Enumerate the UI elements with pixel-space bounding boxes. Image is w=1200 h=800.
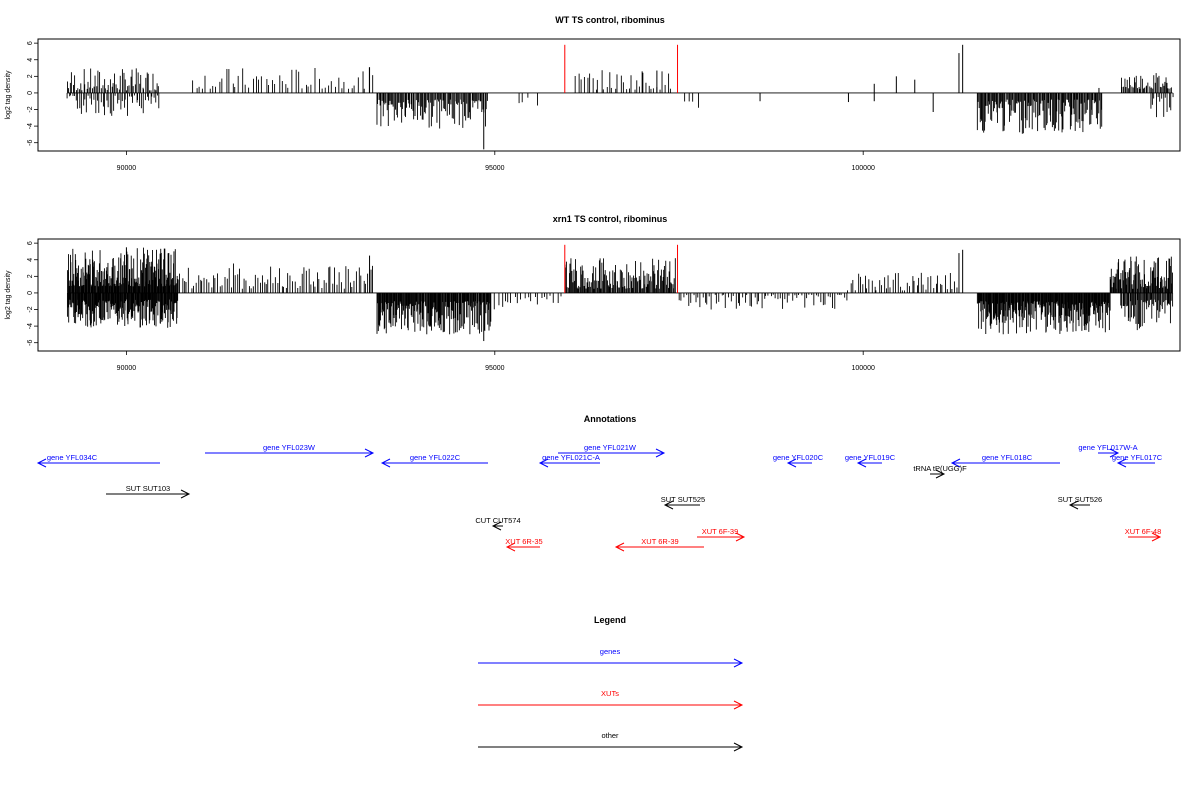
y-tick-label: 2 [27,74,34,78]
panel-xrn1-bars [66,244,1174,342]
feature-arrow: gene YFL034C [36,453,160,468]
feature-arrow: SUT SUT103 [106,484,191,499]
y-tick-label: 6 [27,41,34,45]
feature-arrow: gene YFL021C-A [538,453,600,468]
feature-arrow: SUT SUT525 [661,495,705,510]
x-tick-label: 90000 [117,365,137,372]
feature-arrow: gene YFL018C [950,453,1060,468]
panel-xrn1-title: xrn1 TS control, ribominus [553,214,668,224]
y-tick-label: -2 [27,106,34,112]
y-tick-label: 0 [27,291,34,295]
feature-label: SUT SUT525 [661,495,705,504]
feature-label: SUT SUT103 [126,484,170,493]
legend-label: genes [600,647,621,656]
annotation-tracks: gene YFL034C gene YFL023W gene YFL022C gene… [36,443,1163,552]
x-tick-label: 95000 [485,165,505,172]
feature-arrow: XUT 6R-35 [505,537,543,552]
panel-wt-axes: 6 4 2 0 -2 -4 -6 90000 95000 100000 [27,41,875,172]
feature-arrow: XUT 6F-39 [697,527,746,542]
feature-label: XUT 6F-39 [702,527,739,536]
panel-wt: WT TS control, ribominus log2 tag densit… [5,15,1181,172]
feature-arrow: XUT 6F-48 [1125,527,1162,542]
feature-label: gene YFL022C [410,453,461,462]
legend: genes XUTs other [478,647,744,752]
feature-label: gene YFL023W [263,443,316,452]
feature-label: gene YFL020C [773,453,824,462]
y-tick-label: -2 [27,306,34,312]
feature-label: gene YFL021C-A [542,453,600,462]
panel-wt-title: WT TS control, ribominus [555,15,665,25]
y-tick-label: 0 [27,91,34,95]
y-tick-label: 6 [27,241,34,245]
panel-xrn1-axes: 6 4 2 0 -2 -4 -6 90000 95000 100000 [27,241,875,372]
feature-label: gene YFL017C [1112,453,1163,462]
feature-arrow: gene YFL022C [380,453,488,468]
feature-arrow: gene YFL021W [558,443,666,458]
y-tick-label: -6 [27,139,34,145]
legend-item: XUTs [478,689,744,710]
y-tick-label: 4 [27,258,34,262]
annotations-title: Annotations [584,414,637,424]
feature-arrow: tRNA tP(UGG)F [913,464,967,479]
feature-label: gene YFL021W [584,443,637,452]
feature-label: SUT SUT526 [1058,495,1102,504]
feature-label: gene YFL017W-A [1078,443,1137,452]
x-tick-label: 95000 [485,365,505,372]
panel-xrn1-frame [37,238,1181,352]
feature-arrow: gene YFL017W-A [1078,443,1138,458]
legend-item: genes [478,647,744,668]
x-tick-label: 100000 [852,365,875,372]
panel-wt-ylabel: log2 tag density [5,70,12,120]
feature-arrow: gene YFL019C [845,453,896,468]
legend-title: Legend [594,615,626,625]
feature-arrow: gene YFL017C [1112,453,1163,468]
y-tick-label: 2 [27,274,34,278]
feature-arrow: gene YFL023W [205,443,375,458]
legend-label: other [601,731,619,740]
feature-label: CUT CUT574 [475,516,520,525]
y-tick-label: -6 [27,339,34,345]
panel-wt-frame [37,38,1181,152]
feature-label: gene YFL019C [845,453,896,462]
feature-label: tRNA tP(UGG)F [913,464,967,473]
x-tick-label: 100000 [852,165,875,172]
feature-label: XUT 6R-39 [641,537,678,546]
feature-arrow: SUT SUT526 [1058,495,1102,510]
feature-arrow: gene YFL020C [773,453,824,468]
panel-wt-bars [66,44,1174,150]
feature-arrow: XUT 6R-39 [614,537,704,552]
feature-arrow: CUT CUT574 [475,516,521,531]
y-tick-label: -4 [27,323,34,329]
x-tick-label: 90000 [117,165,137,172]
legend-label: XUTs [601,689,619,698]
y-tick-label: -4 [27,123,34,129]
feature-label: XUT 6R-35 [505,537,542,546]
legend-item: other [478,731,744,752]
panel-xrn1: xrn1 TS control, ribominus log2 tag dens… [5,214,1181,372]
feature-label: gene YFL018C [982,453,1033,462]
panel-xrn1-ylabel: log2 tag density [5,270,12,320]
feature-label: gene YFL034C [47,453,98,462]
feature-label: XUT 6F-48 [1125,527,1162,536]
y-tick-label: 4 [27,58,34,62]
